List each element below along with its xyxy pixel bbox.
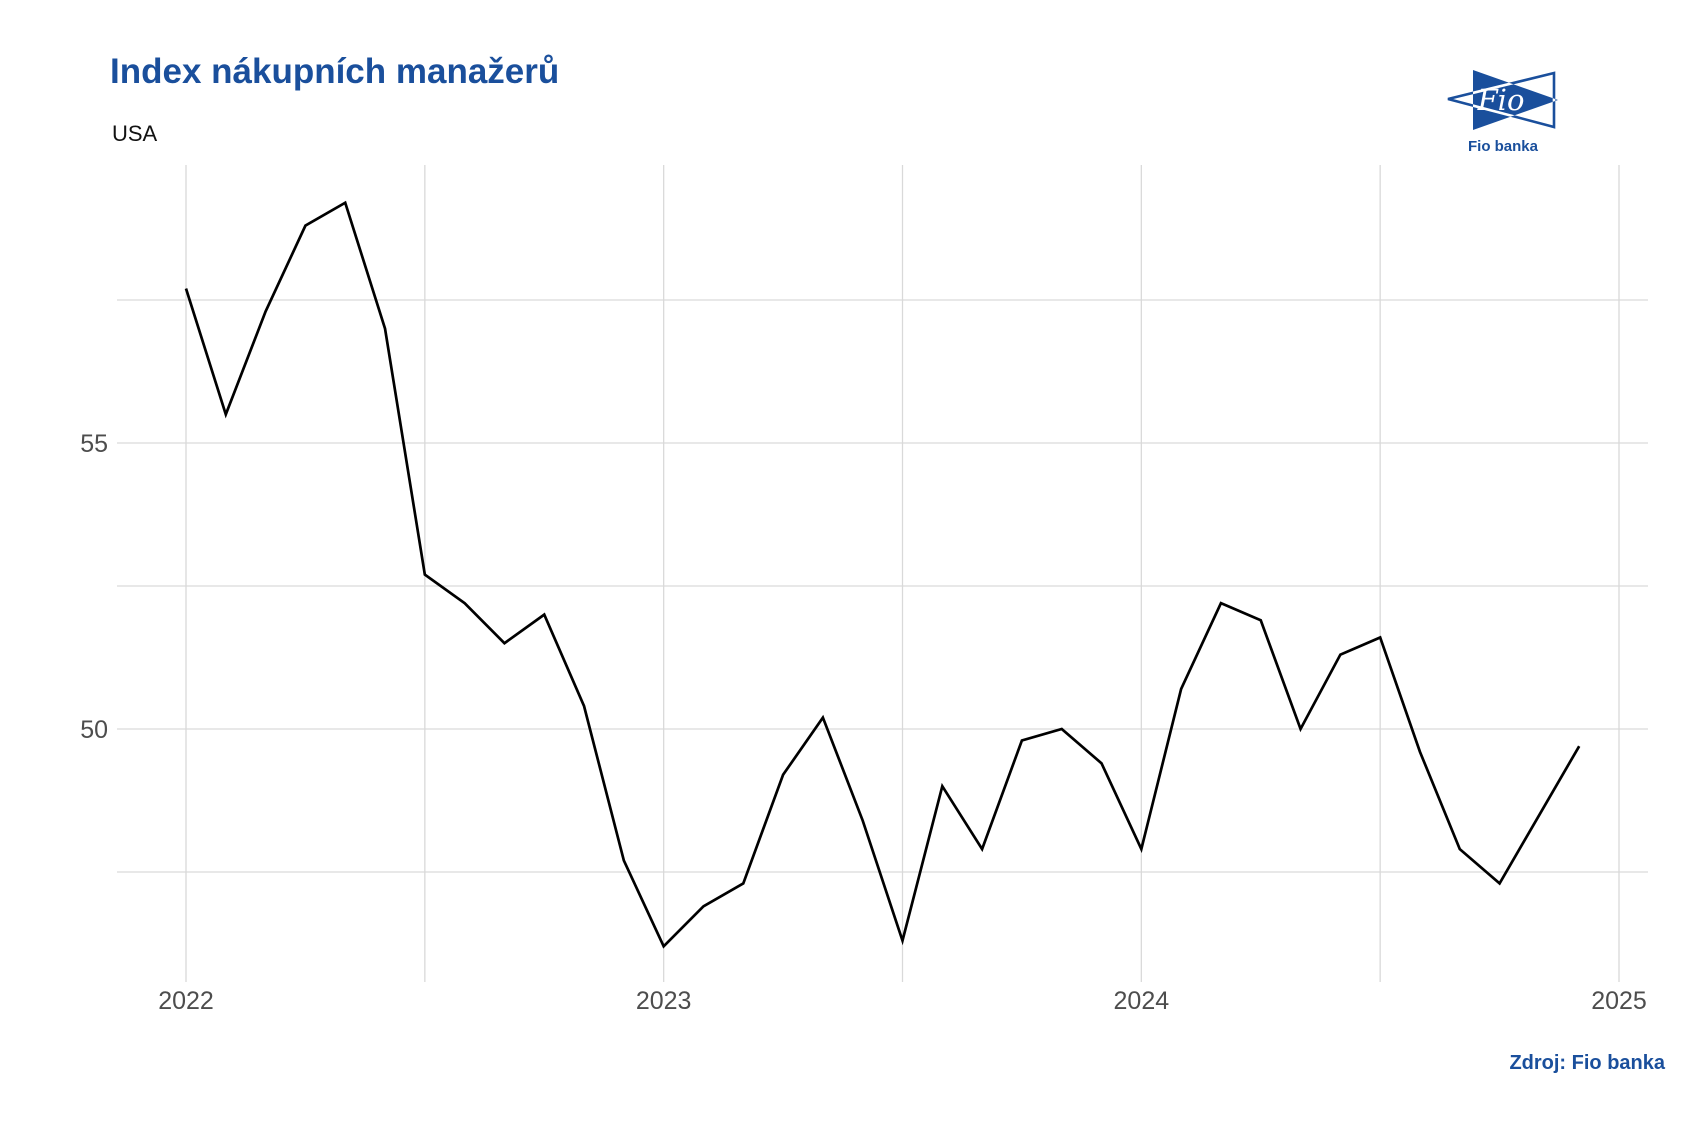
fio-logo-outline-knockout [1473, 71, 1556, 129]
chart-subtitle: USA [112, 121, 158, 146]
x-axis-label: 2024 [1114, 987, 1170, 1015]
source-credit: Zdroj: Fio banka [1509, 1052, 1665, 1074]
x-axis-label: 2023 [636, 987, 692, 1015]
y-axis-label: 55 [80, 430, 108, 458]
y-axis-label: 50 [80, 716, 108, 744]
fio-logo-solid-triangle [1473, 70, 1558, 130]
fio-logo: Fio Fio banka [1444, 58, 1562, 155]
pmi-series-line [184, 200, 1581, 949]
chart-title: Index nákupních manažerů [110, 52, 560, 91]
fio-logo-text: Fio [1477, 83, 1525, 117]
x-axis-label: 2022 [158, 987, 214, 1015]
fio-logo-wordmark: Fio banka [1467, 138, 1538, 155]
x-axis-label: 2025 [1591, 987, 1647, 1015]
fio-logo-mark: Fio [1447, 70, 1558, 130]
